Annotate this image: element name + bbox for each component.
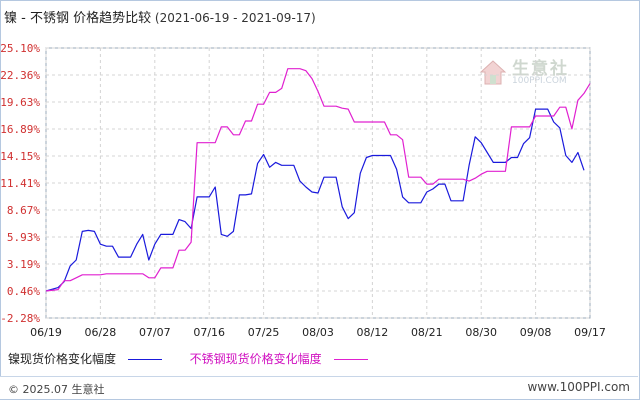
title-date-range: (2021-06-19 - 2021-09-17) (154, 11, 316, 25)
x-tick-label: 08/21 (411, 326, 443, 339)
y-tick-label: -2.28% (0, 312, 40, 325)
x-tick-label: 06/19 (30, 326, 62, 339)
x-tick-label: 08/12 (357, 326, 389, 339)
y-tick-label: 3.19% (7, 258, 40, 271)
y-tick-label: 19.63% (0, 96, 40, 109)
copyright-text: © 2025.07 生意社 (8, 383, 105, 396)
y-tick-label: 8.67% (7, 204, 40, 217)
y-tick-label: 25.10% (0, 42, 40, 55)
series-line-stainless (45, 68, 591, 292)
legend-label-stainless: 不锈钢现货价格变化幅度 (189, 352, 322, 366)
y-tick-label: 22.36% (0, 69, 40, 82)
legend-swatch-stainless (333, 359, 368, 360)
y-tick-label: 14.15% (0, 150, 40, 163)
watermark: 生意社 100PPI.COM (478, 54, 588, 94)
legend-item-nickel: 镍现货价格变化幅度 (8, 350, 162, 367)
y-tick-label: 5.93% (7, 231, 40, 244)
chart-title: 镍 - 不锈钢 价格趋势比较 (2021-06-19 - 2021-09-17) (4, 7, 316, 26)
x-tick-label: 07/16 (193, 326, 225, 339)
grid (45, 47, 591, 319)
x-tick-label: 06/28 (85, 326, 117, 339)
footer-link[interactable]: www.100PPI.com (527, 380, 630, 394)
legend-label-nickel: 镍现货价格变化幅度 (8, 352, 117, 366)
legend-item-stainless: 不锈钢现货价格变化幅度 (190, 350, 368, 367)
x-tick-label: 07/25 (248, 326, 280, 339)
title-main: 镍 - 不锈钢 价格趋势比较 (4, 11, 152, 26)
legend-swatch-nickel (127, 359, 162, 360)
series-lines (45, 68, 591, 292)
y-axis-ticks: 25.10% 22.36% 19.63% 16.89% 14.15% 11.41% 8.67… (0, 42, 40, 325)
x-tick-label: 07/07 (139, 326, 171, 339)
footer: © 2025.07 生意社 www.100PPI.com (0, 376, 638, 399)
x-tick-label: 09/17 (574, 326, 606, 339)
y-tick-label: 0.46% (7, 285, 40, 298)
watermark-brand: 生意社 (512, 59, 569, 79)
y-tick-label: 16.89% (0, 123, 40, 136)
x-tick-label: 08/30 (465, 326, 497, 339)
y-tick-label: 11.41% (0, 177, 40, 190)
x-axis-ticks: 06/19 06/28 07/07 07/16 07/25 08/03 08/12 08/21… (30, 326, 606, 339)
series-line-nickel (45, 108, 585, 292)
x-tick-label: 08/03 (302, 326, 334, 339)
watermark-url: 100PPI.COM (512, 76, 567, 86)
legend: 镍现货价格变化幅度 不锈钢现货价格变化幅度 (8, 350, 392, 367)
x-tick-label: 09/08 (520, 326, 552, 339)
